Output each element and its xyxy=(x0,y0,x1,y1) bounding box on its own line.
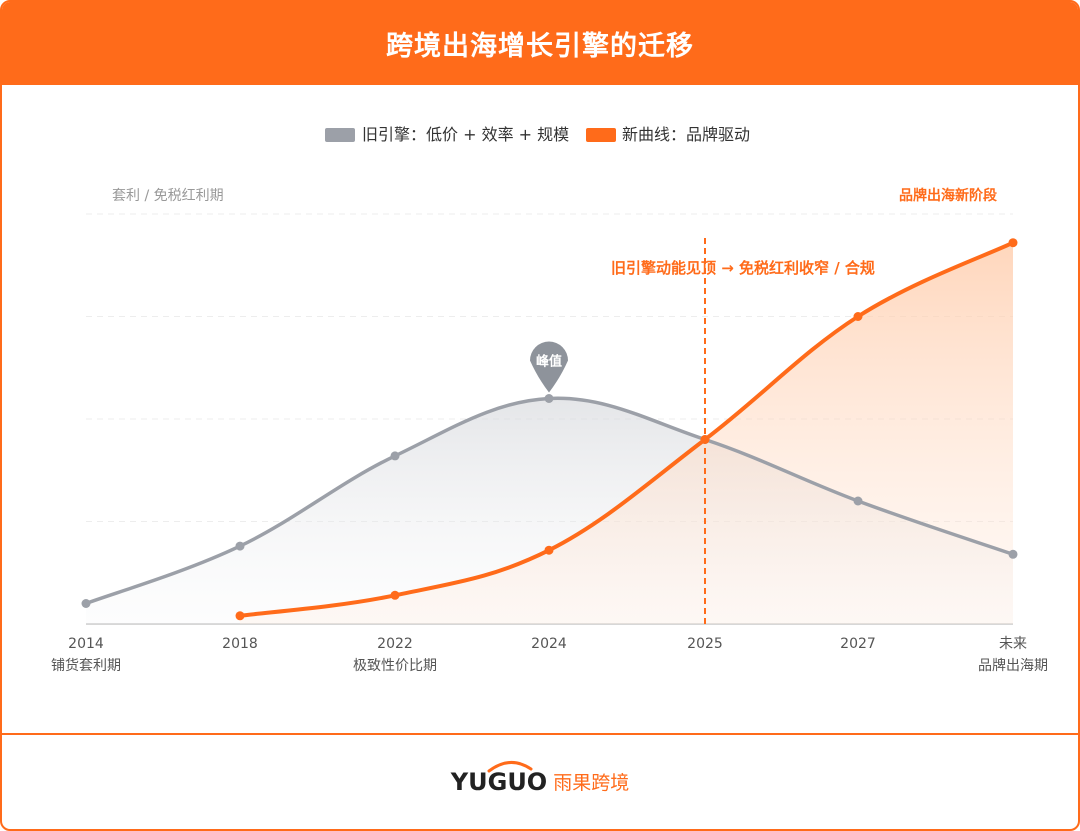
x-axis-ticks: 2014 铺货套利期 2018 2022 极致性价比期 2024 2025 2027 未来品牌出… xyxy=(51,636,1048,674)
area-new xyxy=(240,242,1013,624)
point-old-3 xyxy=(544,394,554,403)
brand-logo: YUGUO 雨果跨境 xyxy=(450,761,630,796)
legend: 旧引擎：低价 + 效率 + 规模 新曲线：品牌驱动 xyxy=(325,125,750,144)
point-new-2 xyxy=(544,545,554,555)
point-old-2 xyxy=(390,451,400,461)
logo-arc-icon xyxy=(487,761,533,773)
brand-name-cn: 雨果跨境 xyxy=(553,772,630,794)
line-new xyxy=(238,240,1015,618)
footer: YUGUO 雨果跨境 xyxy=(2,735,1078,829)
peak-pin-icon xyxy=(530,341,568,393)
right-phase-label: 品牌出海新阶段 xyxy=(899,187,997,204)
point-new-0 xyxy=(235,611,245,621)
header-bar: 跨境出海增长引擎的迁移 xyxy=(2,2,1078,85)
point-new-4 xyxy=(853,312,863,321)
tick-label-4: 2025 xyxy=(687,636,723,652)
page-title: 跨境出海增长引擎的迁移 xyxy=(386,31,694,62)
peak-label: 峰值 xyxy=(536,354,562,370)
tick-sublabel-2: 极致性价比期 xyxy=(353,658,437,674)
points xyxy=(81,238,1018,621)
tick-label-5: 2027 xyxy=(840,636,876,652)
peak-marker: 峰值 xyxy=(530,341,568,393)
brand-name-en: YUGUO xyxy=(450,768,548,796)
legend-label-old: 旧引擎：低价 + 效率 + 规模 xyxy=(362,125,569,144)
tick-label-0: 2014 xyxy=(68,636,104,652)
point-old-0 xyxy=(81,599,91,608)
divider-label: 旧引擎动能见顶 → 免税红利收窄 / 合规 xyxy=(611,259,875,277)
point-old-5 xyxy=(853,496,863,506)
tick-label-3: 2024 xyxy=(531,636,567,652)
tick-label-6: 未来 xyxy=(999,636,1027,652)
point-new-1 xyxy=(390,590,400,600)
legend-swatch-old xyxy=(325,128,355,142)
legend-swatch-new xyxy=(586,128,616,142)
tick-sublabel-0: 铺货套利期 xyxy=(51,657,121,674)
legend-label-new: 新曲线：品牌驱动 xyxy=(622,125,750,144)
point-old-6 xyxy=(1008,549,1018,559)
point-new-3 xyxy=(700,435,710,444)
tick-label-2: 2022 xyxy=(377,636,413,652)
footer-divider xyxy=(2,733,1078,735)
point-new-5 xyxy=(1008,238,1018,248)
point-old-1 xyxy=(235,541,245,551)
tick-sublabel-6: 品牌出海期 xyxy=(978,657,1048,674)
left-phase-label: 套利 / 免税红利期 xyxy=(112,188,224,204)
tick-label-1: 2018 xyxy=(222,636,258,652)
chart: 旧引擎：低价 + 效率 + 规模 新曲线：品牌驱动 套利 / 免税红利期 品牌出… xyxy=(51,125,1048,674)
areas xyxy=(86,242,1013,624)
